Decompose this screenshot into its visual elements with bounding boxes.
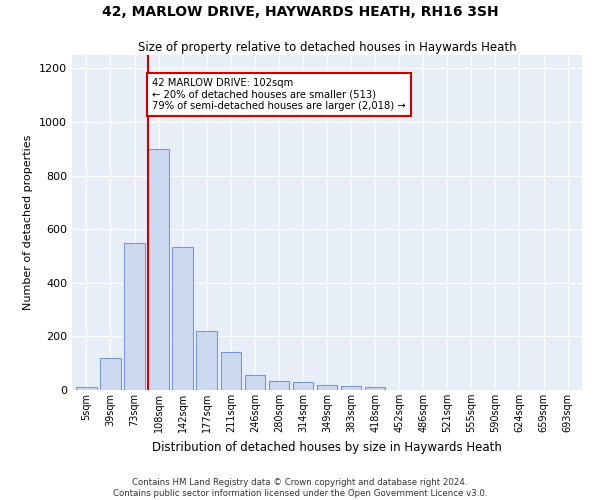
Bar <box>341 386 361 390</box>
Bar <box>317 384 337 390</box>
Bar <box>365 388 385 390</box>
Text: 42 MARLOW DRIVE: 102sqm
← 20% of detached houses are smaller (513)
79% of semi-d: 42 MARLOW DRIVE: 102sqm ← 20% of detache… <box>152 78 406 111</box>
Bar <box>172 246 193 390</box>
Bar <box>245 376 265 390</box>
Bar <box>76 388 97 390</box>
Bar <box>221 352 241 390</box>
Text: Contains HM Land Registry data © Crown copyright and database right 2024.
Contai: Contains HM Land Registry data © Crown c… <box>113 478 487 498</box>
Bar <box>196 331 217 390</box>
Text: 42, MARLOW DRIVE, HAYWARDS HEATH, RH16 3SH: 42, MARLOW DRIVE, HAYWARDS HEATH, RH16 3… <box>101 5 499 19</box>
Bar <box>148 149 169 390</box>
Bar <box>124 242 145 390</box>
Bar <box>269 380 289 390</box>
Bar <box>100 358 121 390</box>
Title: Size of property relative to detached houses in Haywards Heath: Size of property relative to detached ho… <box>137 41 517 54</box>
Bar <box>293 382 313 390</box>
X-axis label: Distribution of detached houses by size in Haywards Heath: Distribution of detached houses by size … <box>152 440 502 454</box>
Y-axis label: Number of detached properties: Number of detached properties <box>23 135 34 310</box>
